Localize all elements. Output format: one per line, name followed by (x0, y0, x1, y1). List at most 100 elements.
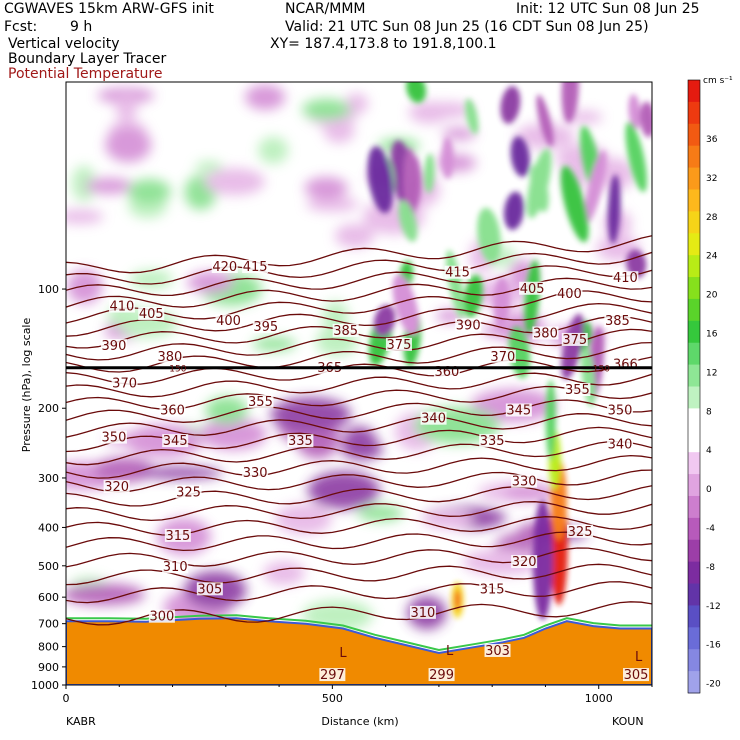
colorbar-swatch (688, 364, 700, 387)
colorbar-swatch (688, 495, 700, 519)
theta-label: 330 (512, 475, 537, 490)
boundary-layer-top (66, 614, 652, 652)
theta-label: 350 (102, 431, 127, 446)
y-tick-label: 600 (38, 591, 59, 604)
theta-label: 325 (176, 485, 201, 500)
colorbar-label: -20 (706, 680, 721, 690)
colorbar-swatch (688, 408, 700, 431)
y-tick-label: 800 (38, 641, 59, 654)
theta-label: 410 (110, 300, 135, 315)
forecast-label: Fcst: (4, 19, 38, 35)
theta-contour (66, 277, 652, 308)
low-marker: L (339, 646, 347, 661)
theta-contour (66, 531, 652, 552)
distance-axis: 0 500 1000 (63, 685, 653, 705)
colorbar-label: 32 (706, 174, 717, 184)
pressure-axis: 100 200 300 400 500 600 700 800 900 1000 (31, 283, 66, 692)
theta-label: 400 (216, 314, 241, 329)
theta-label: 335 (480, 434, 505, 449)
colorbar-label: 16 (706, 330, 718, 340)
theta-label: 355 (565, 383, 590, 398)
theta-label: 360 (160, 403, 185, 418)
theta-contour (66, 547, 652, 568)
y-tick-label: 300 (38, 472, 59, 485)
theta-label: 415 (445, 266, 470, 281)
forecast-hour: 9 h (70, 19, 93, 35)
left-endpoint-label: KABR (66, 715, 96, 728)
colorbar-swatch (688, 255, 700, 278)
theta-label: 390 (102, 339, 127, 354)
x-tick-label: 1000 (585, 692, 613, 705)
y-tick-label: 500 (38, 560, 59, 573)
colorbar-swatch (688, 605, 700, 628)
colorbar-swatch (688, 277, 700, 300)
colorbar-swatch (688, 539, 700, 563)
theta-label: 380 (533, 326, 558, 341)
theta-label: 340 (608, 438, 633, 453)
colorbar-swatch (688, 211, 700, 234)
theta-label: 297 (320, 668, 345, 683)
theta-label: 355 (248, 395, 273, 410)
colorbar-swatch (688, 430, 700, 453)
theta-contour (66, 235, 652, 274)
theta-label: 299 (429, 668, 454, 683)
colorbar-swatch (688, 145, 700, 169)
cross-section-endpoints: XY= 187.4,173.8 to 191.8,100.1 (270, 36, 497, 52)
colorbar-swatch (688, 298, 700, 322)
theta-label: 420 (212, 260, 237, 275)
tropopause-line: 150 150 (66, 365, 652, 375)
colorbar-swatch (688, 320, 700, 344)
y-tick-label: 100 (38, 283, 59, 296)
theta-contour (66, 516, 652, 536)
theta-label: 415 (243, 260, 268, 275)
theta-contour (66, 440, 652, 466)
plot-frame (65, 81, 653, 686)
colorbar-swatch (688, 233, 700, 256)
theta-label: 310 (163, 560, 188, 575)
theta-label: 345 (506, 403, 531, 418)
theta-label: 400 (557, 287, 582, 302)
colorbar-swatch (688, 649, 700, 672)
colorbar-swatch (688, 452, 700, 475)
colorbar-label: 24 (706, 252, 718, 262)
theta-label: 405 (139, 307, 164, 322)
low-marker: L (446, 644, 454, 659)
theta-label: 350 (608, 403, 633, 418)
theta-label: 390 (456, 318, 481, 333)
tropopause-label: 150 (593, 365, 610, 375)
y-tick-label: 1000 (31, 679, 59, 692)
colorbar-units: cm s⁻¹ (703, 76, 733, 86)
theta-label: 320 (104, 480, 129, 495)
colorbar-swatch (688, 561, 700, 585)
init-time: Init: 12 UTC Sun 08 Jun 25 (516, 1, 700, 17)
low-marker: L (635, 650, 643, 665)
theta-label: 300 (149, 610, 174, 625)
colorbar-label: -4 (706, 524, 715, 534)
potential-temperature-labels: 4204154104054003953903803853753703653603… (100, 259, 650, 683)
colorbar-swatch (688, 342, 700, 366)
organization: NCAR/MMM (285, 1, 366, 17)
colorbar-swatch (688, 189, 700, 212)
theta-contour (66, 413, 652, 438)
theta-contour (66, 581, 652, 604)
theta-label: 310 (411, 606, 436, 621)
theta-label: 366 (613, 358, 638, 373)
colorbar-swatch (688, 167, 700, 190)
theta-contour (66, 501, 652, 522)
colorbar-label: 0 (706, 485, 712, 495)
colorbar-swatch (688, 123, 700, 147)
theta-contour (66, 454, 652, 479)
theta-label: 375 (562, 333, 587, 348)
colorbar-label: -16 (706, 641, 721, 651)
theta-contour (66, 328, 652, 361)
theta-label: 380 (157, 350, 182, 365)
theta-label: 410 (613, 271, 638, 286)
colorbar-swatch (688, 386, 700, 409)
colorbar-label: -12 (706, 602, 721, 612)
y-tick-label: 400 (38, 521, 59, 534)
colorbar-swatch (688, 474, 700, 497)
tropopause-label: 150 (169, 365, 186, 375)
colorbar-frame (687, 79, 701, 694)
y-tick-label: 900 (38, 661, 59, 674)
